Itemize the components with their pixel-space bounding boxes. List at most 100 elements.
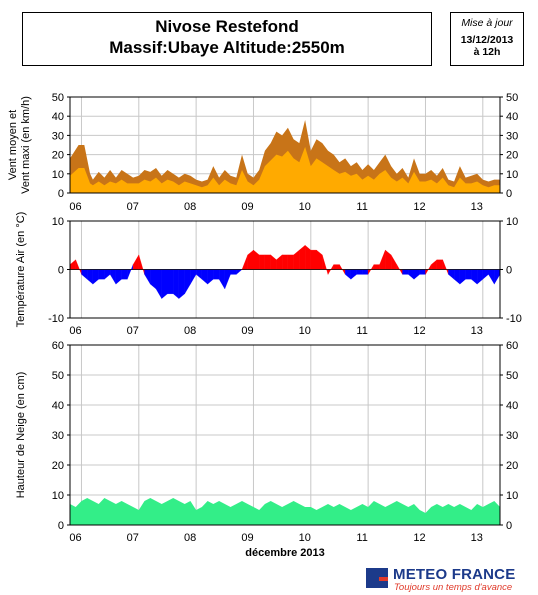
temperature-segment	[385, 249, 392, 270]
temperature-segment	[345, 269, 352, 280]
x-tick-label: 10	[299, 532, 311, 544]
temperature-segment	[259, 254, 266, 270]
chart-panel-3: 0 0 10 10 20 20 30 30 40 40 50 50 60 60 06 07 08 09 10 11 12…	[15, 340, 518, 559]
y-tick-label-right: 20	[506, 460, 518, 472]
temperature-segment	[201, 269, 208, 285]
chart-panel-1: 0 0 10 10 20 20 30 30 40 40 50 50 06 07 08 09 10 11 12 13 Ve…	[7, 92, 518, 213]
y-axis-label: Vent moyen etVent maxi (en km/h)	[7, 96, 32, 194]
temperature-segment	[87, 269, 94, 285]
y-tick-label-left: 0	[58, 520, 64, 532]
x-tick-label: 11	[356, 201, 367, 213]
temperature-segment	[413, 269, 420, 280]
temperature-segment	[482, 269, 489, 280]
temperature-segment	[270, 254, 277, 270]
temperature-segment	[115, 269, 122, 285]
temperature-segment	[316, 249, 323, 270]
x-tick-label: 06	[69, 201, 81, 213]
temperature-segment	[109, 269, 117, 285]
y-tick-label-left: 0	[58, 265, 64, 277]
y-tick-label-left: 10	[52, 490, 64, 502]
temperature-segment	[155, 269, 162, 300]
station-subtitle: Massif:Ubaye Altitude:2550m	[109, 38, 345, 57]
y-tick-label-right: 0	[506, 520, 512, 532]
temperature-segment	[241, 254, 248, 270]
y-tick-label-left: 60	[52, 340, 64, 352]
temperature-segment	[161, 269, 168, 299]
plot-frame	[69, 96, 501, 194]
temperature-segment	[465, 269, 472, 280]
x-tick-label: 11	[356, 325, 367, 337]
temperature-segment	[304, 244, 311, 270]
x-tick-label: 11	[356, 532, 367, 544]
y-axis-label: Température Air (en °C)	[15, 212, 27, 328]
y-tick-label-left: 30	[52, 130, 64, 142]
temperature-segment	[419, 269, 426, 275]
temperature-segment	[442, 259, 449, 275]
update-date: 13/12/2013	[460, 34, 514, 46]
y-tick-label-right: 60	[506, 340, 518, 352]
temperature-segment	[390, 254, 397, 270]
temperature-segment	[471, 269, 478, 285]
temperature-segment	[333, 264, 340, 270]
temperature-segment	[379, 250, 386, 270]
temperature-segment	[230, 269, 237, 275]
y-tick-label-right: 0	[506, 265, 512, 277]
temperature-segment	[281, 254, 289, 270]
temperature-segment	[167, 269, 174, 294]
temperature-segment	[408, 269, 415, 280]
temperature-segment	[69, 259, 76, 270]
temperature-segment	[310, 249, 317, 270]
temperature-segment	[150, 269, 157, 290]
temperature-segment	[178, 269, 185, 299]
y-tick-label-left: 20	[52, 460, 64, 472]
x-tick-label: 09	[241, 201, 253, 213]
temperature-segment	[213, 269, 220, 280]
title-box: Nivose Restefond Massif:Ubaye Altitude:2…	[22, 12, 432, 66]
temperature-segment	[436, 259, 443, 270]
y-tick-label-left: 30	[52, 430, 64, 442]
x-tick-label: 13	[471, 325, 483, 337]
x-tick-label: 08	[184, 201, 196, 213]
temperature-segment	[362, 269, 369, 275]
update-label: Mise à jour	[461, 17, 513, 29]
temperature-segment	[299, 244, 306, 270]
temperature-segment	[276, 254, 283, 270]
temperature-segment	[104, 269, 111, 280]
temperature-segment	[264, 254, 271, 270]
temperature-segment	[356, 269, 363, 275]
y-tick-label-right: -10	[506, 313, 522, 325]
temperature-segment	[138, 254, 145, 275]
x-tick-label: 07	[127, 532, 139, 544]
y-tick-label-right: 20	[506, 150, 518, 162]
temperature-segment	[218, 269, 225, 290]
y-tick-label-left: 0	[58, 188, 64, 200]
x-axis-label: décembre 2013	[245, 547, 325, 559]
temperature-segment	[287, 254, 294, 270]
x-tick-label: 10	[299, 325, 311, 337]
temperature-segment	[402, 269, 409, 275]
temperature-segment	[190, 269, 197, 285]
x-tick-label: 06	[69, 325, 81, 337]
plot-frame	[69, 220, 501, 319]
temperature-segment	[195, 269, 203, 280]
y-tick-label-right: 40	[506, 400, 518, 412]
x-tick-label: 13	[471, 532, 483, 544]
temperature-segment	[144, 269, 151, 285]
plot-frame	[69, 344, 501, 526]
y-tick-label-left: 50	[52, 92, 64, 104]
temperature-segment	[350, 269, 357, 280]
y-tick-label-right: 10	[506, 490, 518, 502]
temperature-segment	[448, 269, 455, 280]
brand-slogan: Toujours un temps d'avance	[394, 582, 513, 593]
y-tick-label-left: 10	[52, 216, 64, 228]
station-title: Nivose Restefond	[155, 17, 299, 36]
temperature-segment	[322, 254, 329, 275]
y-tick-label-left: -10	[48, 313, 64, 325]
x-tick-label: 12	[413, 325, 425, 337]
x-tick-label: 10	[299, 201, 311, 213]
temperature-segment	[373, 264, 380, 270]
brand-name: METEO FRANCE	[393, 566, 516, 583]
update-box: Mise à jour 13/12/2013 à 12h	[450, 12, 524, 66]
y-tick-label-right: 10	[506, 169, 518, 181]
